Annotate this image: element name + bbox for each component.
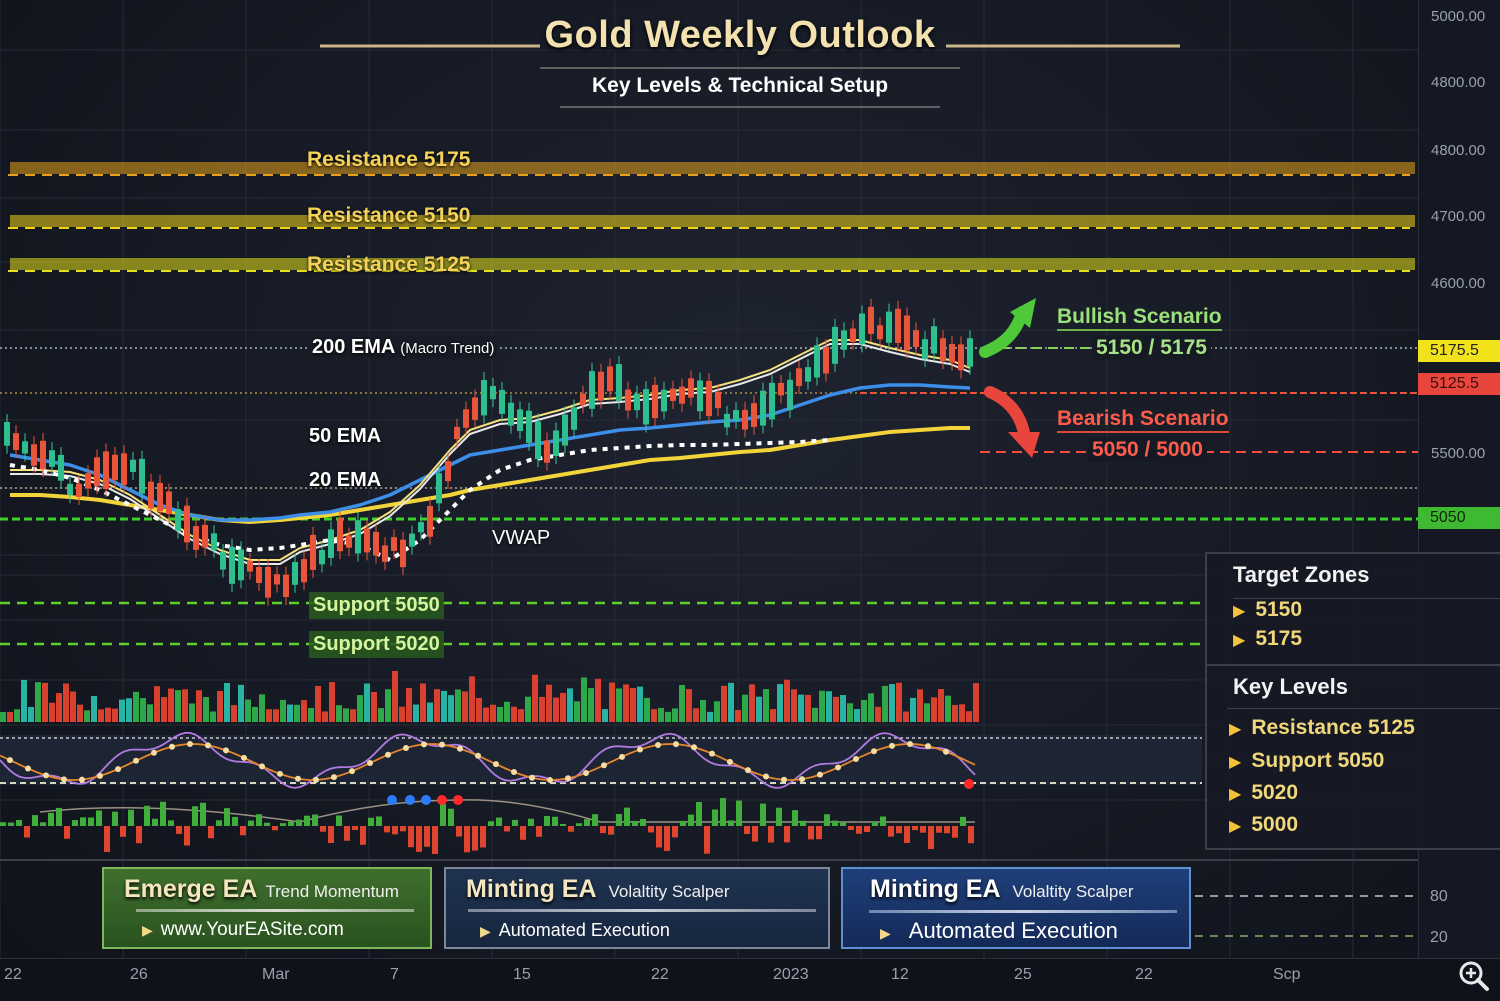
triangle-right-icon: ▶	[1229, 721, 1242, 738]
ea-heading: Minting EA Volaltity Scalper	[870, 875, 1133, 904]
bearish-scenario-title: Bearish Scenario	[1057, 407, 1229, 433]
ea-heading: Minting EA Volaltity Scalper	[466, 875, 729, 904]
triangle-right-icon: ▶	[1233, 603, 1246, 620]
time-axis-label: 22	[1135, 966, 1153, 983]
time-axis-label: 22	[651, 966, 669, 983]
time-axis-label: 22	[4, 966, 22, 983]
ea-feature: ▶ Automated Execution	[880, 918, 1118, 944]
divider	[1233, 598, 1500, 599]
target-zones-panel: Target Zones ▶ 5150 ▶ 5175	[1205, 552, 1500, 666]
time-axis-label: Mar	[262, 966, 290, 983]
ea-heading: Emerge EA Trend Momentum	[124, 875, 399, 904]
ea-tag: Volaltity Scalper	[1012, 882, 1134, 901]
support-5020-label: Support 5020	[309, 631, 444, 658]
current-price-tag: 5125.5	[1418, 373, 1500, 395]
time-axis-label: 25	[1014, 966, 1032, 983]
resistance-5175-label: Resistance 5175	[307, 148, 471, 171]
divider	[869, 910, 1177, 913]
emerge-ea-box[interactable]: Emerge EA Trend Momentum ▶ www.YourEASite.…	[102, 867, 432, 949]
oscillator-80-label: 80	[1430, 888, 1448, 905]
chart-title: Gold Weekly Outlook	[544, 14, 936, 56]
divider	[468, 909, 816, 912]
ea-feature-text: Automated Execution	[908, 918, 1118, 943]
time-axis-label: Scp	[1273, 966, 1301, 983]
ea-tag: Volaltity Scalper	[608, 882, 730, 901]
bullish-scenario-title: Bullish Scenario	[1057, 305, 1222, 331]
ema200-note: (Macro Trend)	[400, 340, 495, 357]
divider	[1227, 708, 1500, 709]
target-zone-item: ▶ 5175	[1233, 627, 1302, 651]
resistance-5125-label: Resistance 5125	[307, 253, 471, 276]
ea-link-text: www.YourEASite.com	[160, 919, 344, 940]
support-5050-label: Support 5050	[309, 592, 444, 619]
ea-link[interactable]: ▶ www.YourEASite.com	[142, 919, 344, 941]
triangle-right-icon: ▶	[1229, 786, 1242, 803]
triangle-right-icon: ▶	[142, 922, 153, 938]
price-axis-label: 4700.00	[1431, 208, 1486, 225]
chart-subtitle: Key Levels & Technical Setup	[591, 74, 889, 97]
ea-feature: ▶ Automated Execution	[480, 920, 670, 941]
current-price-tag: 5050	[1418, 507, 1500, 529]
time-axis-label: 15	[513, 966, 531, 983]
time-axis-label: 2023	[773, 966, 809, 983]
ea-name: Minting EA	[466, 875, 597, 903]
resistance-5150-label: Resistance 5150	[307, 204, 471, 227]
price-axis-label: 4600.00	[1431, 275, 1486, 292]
key-level-value: 5020	[1251, 781, 1299, 804]
ea-name: Emerge EA	[124, 875, 258, 903]
ea-name: Minting EA	[870, 875, 1001, 903]
key-levels-title: Key Levels	[1233, 674, 1348, 699]
ema50-label: 50 EMA	[309, 425, 382, 447]
bearish-scenario-targets: 5050 / 5000	[1088, 438, 1207, 462]
key-level-value: Resistance 5125	[1251, 716, 1415, 739]
key-level-item: ▶ Resistance 5125	[1229, 716, 1415, 740]
triangle-right-icon: ▶	[1233, 632, 1246, 649]
time-axis-label: 26	[130, 966, 148, 983]
minting-ea-box[interactable]: Minting EA Volaltity Scalper ▶ Automated E…	[444, 867, 830, 949]
key-level-item: ▶ 5020	[1229, 781, 1298, 805]
bullish-scenario-targets: 5150 / 5175	[1092, 336, 1211, 360]
price-axis-label: 4800.00	[1431, 142, 1486, 159]
current-price-tag: 5175.5	[1418, 340, 1500, 362]
oscillator-20-label: 20	[1430, 929, 1448, 946]
zoom-in-icon[interactable]	[1456, 958, 1492, 994]
ema200-text: 200 EMA	[312, 336, 395, 358]
target-zone-value: 5150	[1255, 598, 1303, 621]
minting-ea-box-2[interactable]: Minting EA Volaltity Scalper ▶ Automated E…	[841, 867, 1191, 949]
target-zone-value: 5175	[1255, 627, 1303, 650]
time-axis[interactable]	[0, 958, 1500, 1001]
ema200-label: 200 EMA (Macro Trend)	[309, 336, 498, 359]
triangle-right-icon: ▶	[480, 923, 491, 939]
time-axis-label: 7	[390, 966, 399, 983]
vwap-label: VWAP	[492, 527, 551, 549]
triangle-right-icon: ▶	[880, 925, 891, 941]
key-level-item: ▶ Support 5050	[1229, 749, 1384, 773]
triangle-right-icon: ▶	[1229, 754, 1242, 771]
time-axis-label: 12	[891, 966, 909, 983]
key-level-value: 5000	[1251, 813, 1299, 836]
price-axis-label: 5500.00	[1431, 445, 1486, 462]
key-level-item: ▶ 5000	[1229, 813, 1298, 837]
key-level-value: Support 5050	[1251, 749, 1385, 772]
triangle-right-icon: ▶	[1229, 818, 1242, 835]
price-axis-label: 4800.00	[1431, 74, 1486, 91]
key-levels-panel: Key Levels ▶ Resistance 5125 ▶ Support 505…	[1205, 664, 1500, 850]
price-axis-label: 5000.00	[1431, 8, 1486, 25]
divider	[136, 909, 414, 912]
ea-tag: Trend Momentum	[265, 882, 399, 901]
target-zone-item: ▶ 5150	[1233, 598, 1302, 622]
ema20-label: 20 EMA	[309, 469, 382, 491]
target-zones-title: Target Zones	[1233, 562, 1370, 587]
ea-feature-text: Automated Execution	[498, 920, 670, 940]
